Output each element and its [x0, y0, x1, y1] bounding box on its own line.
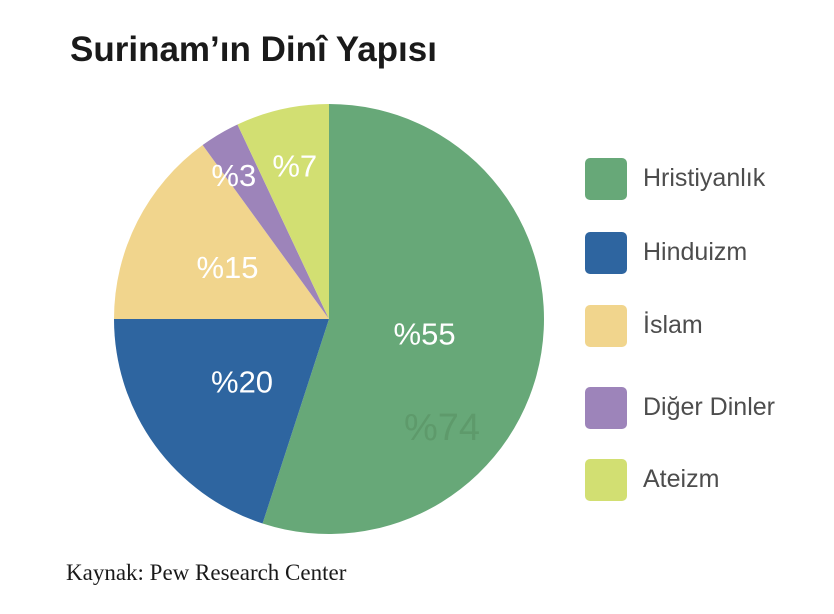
legend-item: Hristiyanlık: [585, 158, 825, 200]
legend-label: İslam: [643, 311, 703, 339]
pie-slice-4: [202, 124, 329, 319]
legend-item: İslam: [585, 305, 825, 347]
legend-item: Hinduizm: [585, 232, 825, 274]
legend-item: Ateizm: [585, 459, 825, 501]
pie-slice-2: [114, 319, 329, 524]
legend-swatch: [585, 158, 627, 200]
slice-data-label-5: %7: [272, 148, 317, 183]
legend-item: Diğer Dinler: [585, 387, 825, 429]
legend-label: Diğer Dinler: [643, 393, 775, 421]
chart-title: Surinam’ın Dinî Yapısı: [70, 30, 437, 69]
pie-slice-1: [262, 104, 544, 534]
legend-label: Hristiyanlık: [643, 164, 766, 192]
legend-swatch: [585, 232, 627, 274]
pie-slice-5: [237, 104, 329, 319]
pie-slice-3: [114, 145, 329, 319]
slice-data-label-3: %15: [196, 250, 258, 285]
legend-swatch: [585, 305, 627, 347]
slice-data-label-2: %20: [211, 365, 273, 400]
legend-label: Ateizm: [643, 465, 720, 493]
chart-annotation-1: %74: [404, 407, 480, 449]
source-note: Kaynak: Pew Research Center: [66, 560, 347, 585]
legend-label: Hinduizm: [643, 238, 748, 266]
slice-data-label-4: %3: [211, 158, 256, 193]
legend-swatch: [585, 459, 627, 501]
slice-data-label-1: %55: [394, 317, 456, 352]
legend-swatch: [585, 387, 627, 429]
